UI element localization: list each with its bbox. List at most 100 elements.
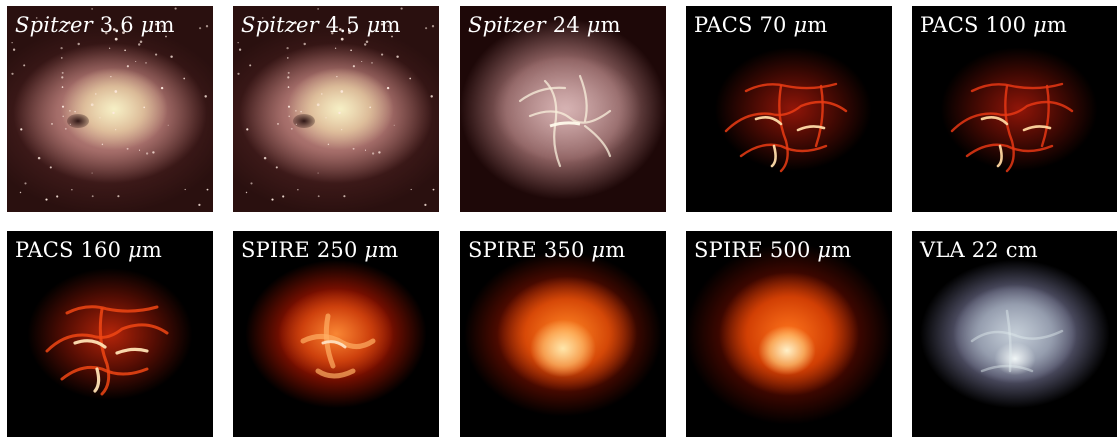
star — [74, 110, 76, 113]
star — [105, 32, 108, 35]
star — [341, 129, 343, 131]
star — [77, 42, 80, 46]
star — [165, 35, 167, 38]
star — [263, 156, 267, 160]
label-unit: m — [831, 238, 852, 262]
star — [317, 172, 319, 174]
panel-spitzer-24: Spitzer 24 μm — [460, 6, 666, 212]
label-text: SPIRE 350 — [468, 238, 592, 262]
star — [101, 143, 104, 146]
panel-spire-250: SPIRE 250 μm — [233, 231, 439, 437]
star — [250, 182, 253, 185]
star — [51, 123, 53, 125]
star — [135, 60, 137, 63]
panel-label: SPIRE 250 μm — [241, 237, 398, 263]
star — [361, 60, 363, 63]
panel-image — [686, 6, 892, 212]
star — [145, 62, 147, 64]
star — [393, 124, 395, 126]
star — [340, 90, 344, 93]
label-unit: m — [378, 238, 399, 262]
star — [45, 198, 48, 201]
star — [61, 71, 64, 74]
panel-vla-22cm: VLA 22 cm — [912, 231, 1117, 437]
star — [145, 152, 149, 155]
star — [12, 48, 16, 51]
label-unit-symbol: μ — [128, 238, 142, 262]
star — [363, 43, 367, 46]
star — [378, 151, 381, 154]
star — [19, 191, 22, 194]
filament-network — [300, 313, 376, 379]
star — [387, 25, 389, 27]
star — [275, 166, 278, 169]
star — [424, 203, 427, 207]
panel-image — [912, 231, 1117, 437]
star — [167, 124, 169, 126]
star — [137, 43, 141, 46]
star — [184, 188, 186, 191]
panel-pacs-160: PACS 160 μm — [7, 231, 213, 437]
star — [317, 8, 319, 10]
label-unit: m — [807, 13, 828, 37]
star — [37, 156, 41, 160]
star — [300, 110, 302, 113]
label-unit-symbol: μ — [1033, 13, 1047, 37]
star — [286, 57, 289, 59]
star — [396, 55, 399, 58]
filament-network — [950, 82, 1074, 173]
star — [61, 76, 64, 79]
label-text: SPIRE 500 — [694, 238, 818, 262]
star — [69, 123, 71, 125]
star — [174, 7, 177, 10]
star — [124, 49, 126, 52]
panel-image — [460, 6, 666, 212]
panel-image — [7, 6, 213, 212]
panel-label: PACS 70 μm — [694, 12, 827, 38]
star — [237, 72, 240, 75]
star — [295, 123, 297, 125]
star — [114, 37, 118, 41]
star — [386, 86, 390, 90]
label-text: VLA 22 cm — [920, 238, 1038, 262]
panel-image — [912, 6, 1117, 212]
star — [60, 57, 63, 59]
label-unit: m — [1046, 13, 1068, 37]
star — [297, 189, 299, 191]
star — [160, 86, 164, 90]
panel-spire-500: SPIRE 500 μm — [686, 231, 892, 437]
star — [11, 42, 13, 44]
star — [155, 53, 158, 56]
panel-label: Spitzer 24 μm — [468, 12, 621, 38]
star — [365, 40, 369, 44]
star-field — [11, 7, 209, 207]
panel-pacs-70: PACS 70 μm — [686, 6, 892, 212]
star — [352, 65, 355, 68]
star — [303, 42, 306, 46]
filament-network — [724, 82, 848, 173]
dark-spot — [293, 114, 315, 128]
star — [338, 28, 342, 31]
star — [152, 151, 155, 154]
star — [391, 35, 393, 38]
star-field — [237, 7, 435, 207]
label-unit-symbol: μ — [586, 13, 601, 37]
star — [49, 166, 52, 169]
star — [238, 48, 242, 51]
star — [61, 86, 64, 88]
label-unit-symbol: μ — [364, 238, 379, 262]
panel-pacs-100: PACS 100 μm — [912, 6, 1117, 212]
star — [205, 25, 209, 28]
star — [108, 47, 111, 49]
panel-label: SPIRE 350 μm — [468, 237, 625, 263]
star — [425, 27, 428, 30]
star — [71, 189, 73, 191]
filament-network — [970, 309, 1064, 373]
panel-label: Spitzer 4.5 μm — [241, 12, 401, 38]
star — [95, 93, 97, 95]
star — [126, 147, 129, 150]
star — [69, 110, 71, 112]
star — [352, 147, 355, 150]
star — [61, 105, 65, 108]
label-unit-symbol: μ — [140, 13, 155, 37]
